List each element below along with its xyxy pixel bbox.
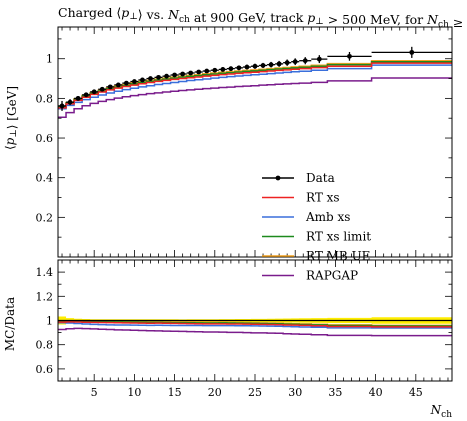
x-axis-label: Nch bbox=[430, 403, 453, 420]
data-point bbox=[236, 65, 242, 71]
data-point bbox=[268, 62, 274, 68]
ratio-y-tick-label: 1.4 bbox=[36, 266, 54, 279]
x-tick-label: 20 bbox=[208, 386, 222, 399]
data-point bbox=[164, 73, 169, 79]
data-point bbox=[276, 61, 282, 67]
series-line-amb-xs bbox=[58, 64, 452, 110]
data-point bbox=[180, 71, 186, 77]
data-point bbox=[228, 66, 234, 72]
data-point bbox=[148, 76, 153, 81]
data-point bbox=[284, 60, 290, 66]
data-point bbox=[91, 89, 97, 95]
ratio-y-tick-label: 1 bbox=[46, 315, 53, 328]
data-point bbox=[156, 74, 161, 80]
y-tick-label: 0.4 bbox=[36, 172, 54, 185]
data-point bbox=[260, 63, 266, 68]
x-tick-label: 35 bbox=[328, 386, 342, 399]
data-point bbox=[292, 59, 298, 65]
data-point bbox=[123, 80, 129, 86]
legend-label: RAPGAP bbox=[306, 269, 358, 283]
series-line-rapgap bbox=[58, 77, 452, 118]
y-tick-label: 0.6 bbox=[36, 132, 54, 145]
x-tick-label: 25 bbox=[248, 386, 262, 399]
ratio-y-tick-label: 1.2 bbox=[36, 290, 54, 303]
data-point bbox=[188, 70, 194, 76]
chart-title: Charged ⟨p⊥⟩ vs. Nch at 900 GeV, track p… bbox=[58, 5, 467, 30]
data-point bbox=[244, 64, 250, 70]
data-point bbox=[409, 49, 415, 55]
data-point bbox=[107, 84, 113, 90]
x-tick-label: 40 bbox=[369, 386, 383, 399]
ratio-line-rapgap bbox=[58, 327, 452, 337]
ratio-y-axis-label: MC/Data bbox=[3, 297, 17, 351]
legend-label: RT xs bbox=[306, 191, 340, 205]
data-point bbox=[252, 63, 258, 69]
x-tick-label: 10 bbox=[127, 386, 141, 399]
series-line-rt-xs bbox=[58, 62, 452, 109]
data-point bbox=[220, 67, 226, 72]
data-point bbox=[196, 69, 202, 75]
legend-marker bbox=[275, 175, 281, 181]
data-point bbox=[212, 67, 218, 73]
y-axis-label: ⟨p⊥⟩ [GeV] bbox=[3, 86, 19, 150]
x-tick-label: 5 bbox=[91, 386, 98, 399]
ratio-line-amb-xs bbox=[58, 321, 452, 329]
y-tick-label: 0.2 bbox=[36, 211, 54, 224]
data-point bbox=[59, 103, 65, 109]
data-point bbox=[347, 53, 352, 59]
ratio-y-tick-label: 0.8 bbox=[36, 339, 54, 352]
y-tick-label: 0.8 bbox=[36, 92, 54, 105]
legend-label: RT xs limit bbox=[306, 230, 371, 244]
data-point bbox=[140, 77, 145, 83]
ratio-y-tick-label: 0.6 bbox=[36, 363, 54, 376]
data-point bbox=[302, 58, 308, 64]
legend-label: RT MB UE bbox=[306, 249, 370, 263]
data-point bbox=[316, 56, 322, 62]
legend-label: Data bbox=[306, 171, 335, 185]
data-point bbox=[83, 92, 89, 98]
data-point bbox=[99, 86, 105, 92]
data-point bbox=[204, 68, 210, 74]
ratio-line-rt-xs bbox=[58, 321, 452, 328]
y-tick-label: 1 bbox=[46, 53, 53, 66]
data-point bbox=[67, 99, 73, 105]
legend-label: Amb xs bbox=[305, 210, 350, 224]
data-point bbox=[172, 72, 177, 78]
data-point bbox=[115, 82, 121, 88]
x-tick-label: 15 bbox=[168, 386, 182, 399]
x-tick-label: 45 bbox=[409, 386, 423, 399]
data-point bbox=[131, 79, 137, 84]
data-point bbox=[75, 95, 81, 101]
x-tick-label: 30 bbox=[288, 386, 302, 399]
